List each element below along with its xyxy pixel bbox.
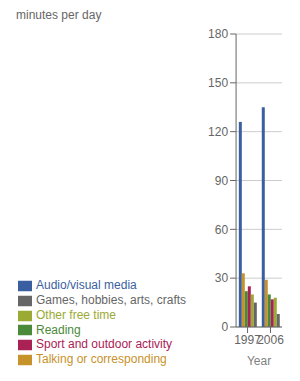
html-text:Games, hobbies, arts, crafts: Games, hobbies, arts, crafts (36, 292, 187, 307)
svg-text:30: 30 (215, 271, 229, 285)
html-text:Sport and outdoor activity: Sport and outdoor activity (36, 337, 173, 352)
svg-text:150: 150 (208, 76, 228, 90)
html-text:Talking or corresponding: Talking or corresponding (36, 352, 167, 367)
svg-text:0: 0 (221, 320, 228, 334)
html-text:minutes per day: minutes per day (16, 8, 102, 22)
html-text:Audio/visual media: Audio/visual media (36, 278, 137, 292)
svg-text:180: 180 (208, 27, 228, 41)
svg-text:1997: 1997 (234, 332, 261, 347)
svg-text:120: 120 (208, 125, 228, 139)
svg-text:Year: Year (247, 354, 271, 368)
svg-text:2006: 2006 (257, 333, 284, 347)
html-text:Other free time: Other free time (36, 307, 116, 322)
svg-text:90: 90 (215, 174, 229, 188)
svg-text:60: 60 (215, 223, 229, 237)
html-text:Reading: Reading (36, 322, 81, 337)
